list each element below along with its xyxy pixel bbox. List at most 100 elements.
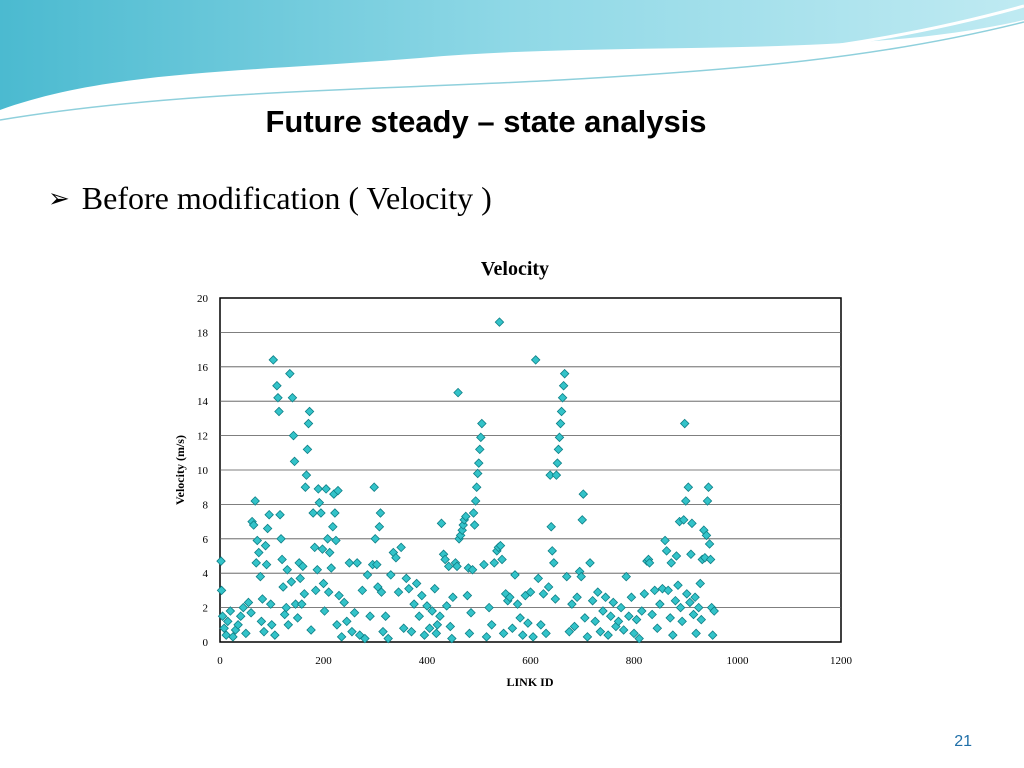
- data-point: [670, 595, 681, 606]
- data-point: [440, 554, 450, 565]
- data-point: [481, 632, 492, 642]
- data-point: [587, 595, 598, 606]
- data-point: [677, 616, 687, 627]
- data-point: [347, 626, 357, 637]
- data-points: [216, 317, 719, 644]
- data-point: [292, 613, 303, 623]
- data-point: [447, 633, 457, 644]
- data-point: [613, 616, 624, 627]
- slide-header-waves: [0, 0, 1024, 121]
- data-point: [605, 611, 616, 621]
- data-point: [372, 559, 382, 570]
- data-point: [666, 558, 677, 568]
- data-point: [296, 599, 307, 609]
- data-point: [431, 628, 442, 639]
- data-point: [703, 482, 714, 492]
- data-point: [251, 558, 261, 568]
- data-point: [221, 630, 231, 640]
- data-point: [233, 620, 243, 630]
- data-point: [495, 540, 506, 551]
- y-tick-label: 18: [197, 327, 209, 339]
- data-point: [590, 616, 600, 627]
- data-point: [274, 406, 284, 417]
- data-point: [316, 508, 326, 518]
- bullet-arrow-icon: ➢: [48, 184, 70, 213]
- data-point: [558, 380, 569, 391]
- data-point: [362, 570, 373, 580]
- data-point: [680, 496, 691, 506]
- y-tick-label: 0: [203, 637, 209, 649]
- data-point: [665, 613, 675, 623]
- data-point: [543, 582, 554, 592]
- data-point: [277, 554, 287, 565]
- data-point: [682, 589, 692, 599]
- data-point: [556, 406, 567, 417]
- data-point: [324, 547, 335, 558]
- y-tick-label: 4: [203, 568, 209, 580]
- data-point: [709, 606, 719, 616]
- y-tick-label: 12: [197, 431, 208, 443]
- data-point: [241, 628, 251, 639]
- data-point: [216, 585, 227, 596]
- data-point: [435, 611, 445, 621]
- data-point: [298, 561, 308, 572]
- data-point: [555, 418, 566, 429]
- x-tick-label: 1200: [830, 655, 853, 667]
- slide-title: Future steady – state analysis: [265, 104, 707, 139]
- y-axis-title: Velocity (m/s): [173, 435, 187, 505]
- data-point: [321, 484, 331, 494]
- header-wave-line: [0, 21, 1024, 121]
- data-point: [626, 592, 637, 603]
- data-point: [468, 508, 479, 518]
- data-point: [375, 508, 386, 518]
- y-tick-label: 6: [203, 534, 209, 546]
- data-point: [257, 594, 268, 604]
- data-point: [552, 458, 563, 468]
- data-point: [700, 552, 710, 563]
- data-point: [649, 585, 660, 596]
- data-point: [411, 578, 422, 589]
- data-point: [314, 497, 325, 508]
- data-point: [225, 606, 236, 616]
- data-point: [469, 520, 480, 530]
- data-point: [398, 623, 409, 634]
- data-point: [673, 580, 683, 591]
- data-point: [370, 534, 381, 544]
- data-point: [688, 609, 699, 620]
- data-point: [238, 602, 249, 613]
- y-tick-label: 14: [197, 396, 209, 408]
- data-point: [489, 558, 500, 568]
- data-point: [473, 458, 484, 468]
- bullet-line: ➢ Before modification ( Velocity ): [48, 180, 492, 217]
- data-point: [308, 508, 318, 518]
- data-point: [256, 616, 267, 627]
- data-point: [634, 633, 644, 644]
- data-point: [317, 544, 328, 554]
- data-point: [616, 602, 626, 613]
- data-point: [652, 623, 663, 634]
- data-point: [445, 621, 456, 632]
- data-point: [621, 571, 632, 582]
- data-point: [603, 630, 613, 640]
- data-point: [261, 559, 272, 570]
- data-point: [255, 571, 266, 582]
- data-point: [517, 630, 528, 640]
- data-point: [365, 611, 375, 621]
- y-tick-label: 16: [197, 362, 209, 374]
- data-point: [598, 606, 608, 616]
- data-point: [283, 620, 294, 630]
- data-point: [339, 597, 349, 608]
- data-point: [301, 470, 312, 480]
- data-point: [254, 547, 264, 558]
- x-tick-label: 400: [419, 655, 436, 667]
- data-point: [279, 609, 290, 620]
- data-point: [578, 489, 589, 499]
- data-point: [585, 558, 595, 568]
- data-point: [344, 558, 355, 568]
- data-point: [530, 355, 541, 365]
- data-point: [580, 613, 590, 623]
- data-point: [678, 515, 689, 525]
- data-point: [332, 620, 342, 630]
- data-point: [306, 625, 316, 635]
- data-point: [391, 552, 401, 563]
